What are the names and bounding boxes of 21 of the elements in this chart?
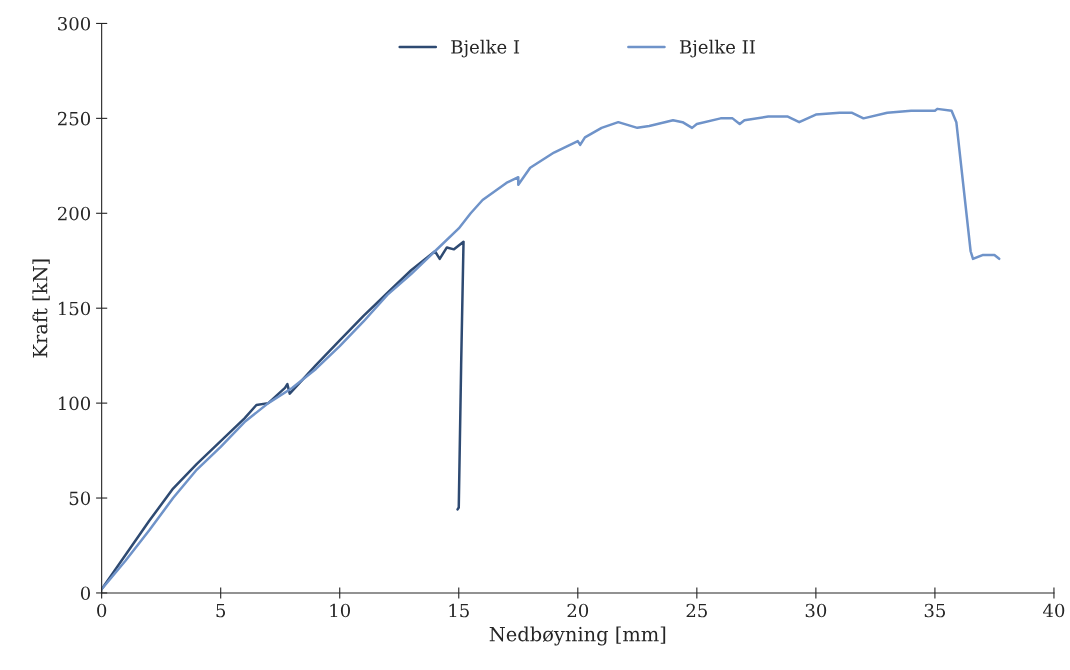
x-axis-title: Nedbøyning [mm] xyxy=(489,626,666,646)
y-tick-label: 150 xyxy=(58,301,91,316)
y-tick-label: 300 xyxy=(58,16,91,31)
line-series xyxy=(101,107,1001,591)
x-tick-label: 25 xyxy=(686,603,707,618)
x-tick-label: 10 xyxy=(330,603,351,618)
x-tick-label: 20 xyxy=(567,603,589,618)
x-tick-label: 15 xyxy=(449,603,469,618)
x-tick-label: 35 xyxy=(924,603,946,618)
y-tick-label: 100 xyxy=(58,396,91,411)
x-tick-label: 0 xyxy=(97,603,107,618)
x-tick-label: 30 xyxy=(805,603,827,618)
x-tick-label: 40 xyxy=(1043,603,1065,618)
y-tick-label: 250 xyxy=(57,111,91,126)
legend-label: Bjelke I xyxy=(451,39,520,58)
y-tick-label: 0 xyxy=(80,586,91,601)
y-axis-title: Kraft [kN] xyxy=(32,259,50,358)
y-tick-label: 200 xyxy=(57,206,91,221)
legend-label: Bjelke II xyxy=(679,39,755,58)
x-tick-label: 5 xyxy=(216,603,226,618)
y-tick-label: 50 xyxy=(69,491,91,506)
